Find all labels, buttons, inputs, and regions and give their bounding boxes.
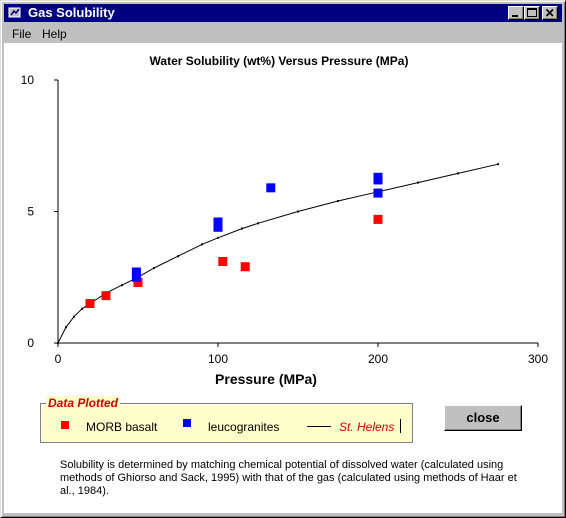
legend-line-st-helens <box>307 426 331 427</box>
morb-point <box>240 262 250 272</box>
leucogranite-point <box>373 188 383 198</box>
close-window-button[interactable] <box>542 6 558 20</box>
legend-swatch-leucogranites <box>183 419 191 427</box>
maximize-button[interactable] <box>524 6 540 20</box>
legend: Data Plotted MORB basalt leucogranites S… <box>40 396 413 443</box>
legend-label-leucogranites: leucogranites <box>208 420 280 434</box>
x-axis-label: Pressure (MPa) <box>215 371 317 387</box>
menu-bar: File Help <box>4 24 562 43</box>
app-icon <box>8 7 21 18</box>
curve-marker <box>457 172 459 175</box>
x-tick-label: 200 <box>368 352 388 366</box>
legend-label-morb: MORB basalt <box>86 420 158 434</box>
curve-marker <box>257 222 259 225</box>
leucogranite-point <box>131 272 141 282</box>
close-button[interactable]: close <box>444 405 522 431</box>
curve-marker <box>297 210 299 213</box>
leucogranite-point <box>373 172 383 182</box>
minimize-button[interactable] <box>508 6 524 20</box>
curve-marker <box>201 243 203 246</box>
x-tick-label: 100 <box>208 352 228 366</box>
curve-marker <box>153 267 155 270</box>
maximize-icon <box>527 8 537 17</box>
footnote: Solubility is determined by matching che… <box>60 459 517 497</box>
morb-point <box>101 291 111 301</box>
curve-marker <box>81 307 83 310</box>
y-tick-label: 0 <box>27 336 34 350</box>
curve-marker <box>217 236 219 239</box>
menu-help[interactable]: Help <box>42 27 67 41</box>
window-title: Gas Solubility <box>28 5 115 20</box>
curve-marker <box>65 326 67 329</box>
leucogranite-point <box>213 222 223 232</box>
menu-file[interactable]: File <box>12 27 32 41</box>
close-icon <box>545 8 554 17</box>
curve-marker <box>73 315 75 318</box>
st-helens-curve <box>57 163 499 344</box>
leucogranite-point <box>213 217 223 227</box>
curve-marker <box>417 181 419 184</box>
leucogranite-point <box>131 267 141 277</box>
title-bar[interactable]: Gas Solubility <box>4 4 562 22</box>
client-area: Water Solubility (wt%) Versus Pressure (… <box>4 43 562 513</box>
leucogranite-point <box>266 183 276 193</box>
legend-title: Data Plotted <box>46 396 121 410</box>
morb-point <box>85 299 95 309</box>
y-tick-label: 5 <box>27 205 34 219</box>
x-tick-label: 300 <box>528 352 548 366</box>
solubility-chart: Water Solubility (wt%) Versus Pressure (… <box>21 54 549 387</box>
legend-swatch-morb <box>61 421 69 429</box>
morb-point <box>133 278 143 288</box>
morb-point <box>373 214 383 224</box>
minimize-icon <box>512 15 518 17</box>
curve-marker <box>241 227 243 230</box>
text-caret <box>400 419 401 433</box>
curve-marker <box>177 255 179 258</box>
chart-title: Water Solubility (wt%) Versus Pressure (… <box>150 54 409 68</box>
morb-point <box>218 256 228 266</box>
curve-marker <box>57 342 59 344</box>
curve-marker <box>497 163 499 166</box>
y-tick-label: 10 <box>21 73 35 87</box>
curve-marker <box>337 199 339 202</box>
x-tick-label: 0 <box>55 352 62 366</box>
legend-label-st-helens: St. Helens <box>339 420 395 434</box>
curve-marker <box>121 284 123 287</box>
